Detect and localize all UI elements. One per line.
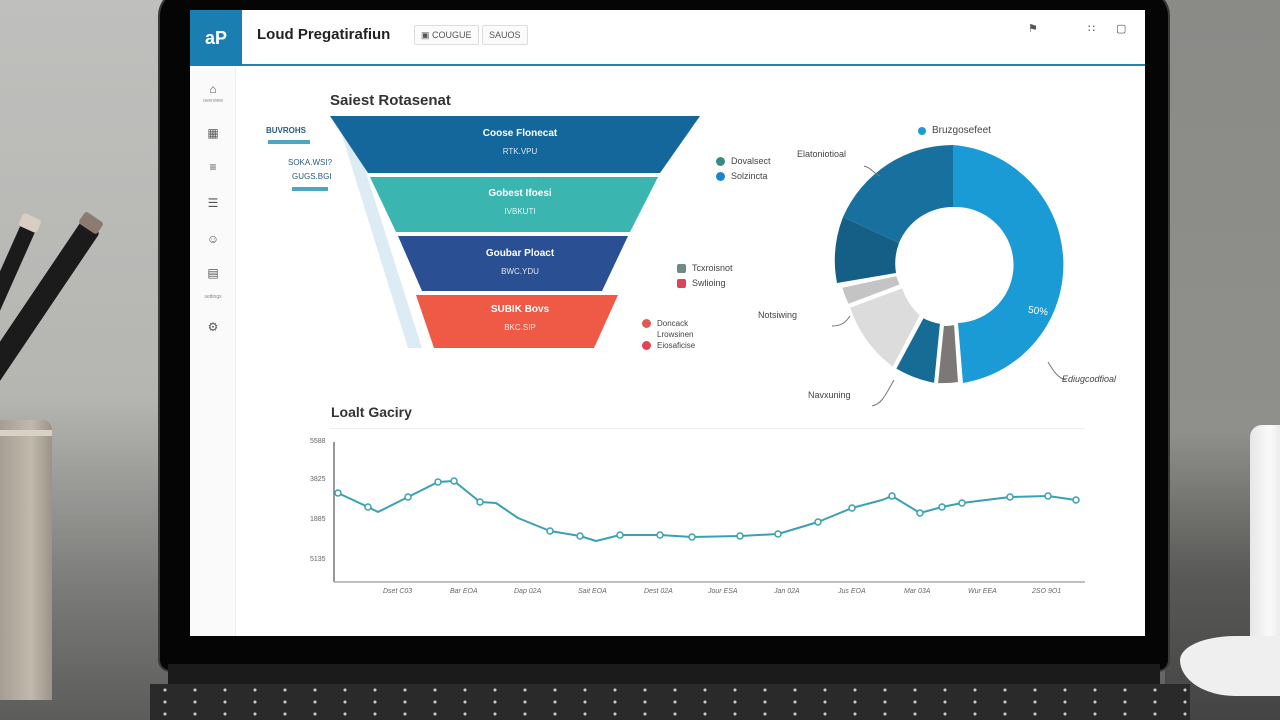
legend-label: Lrowsinen — [657, 330, 694, 339]
y-axis-tick: 5588 — [310, 438, 326, 445]
x-axis-tick: 2SO 9O1 — [1032, 588, 1062, 595]
x-axis-tick: Dest 02A — [644, 588, 673, 595]
filter-icon[interactable]: ≡ — [209, 160, 217, 174]
y-axis-tick: 3825 — [310, 476, 326, 483]
funnel-layer-value: IVBKUTI — [504, 207, 536, 216]
funnel-side-bar — [268, 140, 310, 144]
funnel-shapes — [330, 116, 700, 348]
legend-label: Tcxroisnot — [692, 263, 733, 273]
x-axis-tick: Wur EEA — [968, 588, 997, 595]
donut-callout: Elatoniotioal — [797, 149, 847, 159]
funnel-layer-title: Gobest Ifoesi — [488, 188, 552, 199]
funnel-layer[interactable]: Coose Flonecat RTK.VPU — [430, 128, 610, 156]
legend-swatch — [677, 263, 686, 273]
donut-callout: Navxuning — [808, 390, 851, 400]
grid-icon[interactable]: ∷ — [1088, 23, 1095, 35]
legend-swatch — [716, 171, 725, 181]
legend-label: Swlioing — [692, 278, 726, 288]
legend-swatch — [642, 341, 651, 350]
funnel-side-label: BUVROHS — [266, 126, 307, 135]
pen-holder-cup — [0, 420, 52, 700]
funnel-layer-title: SUBIK Bovs — [490, 304, 550, 315]
legend-swatch — [918, 126, 926, 135]
saucer — [1180, 636, 1280, 696]
legend-item: Eiosaficise — [642, 341, 695, 350]
app-logo[interactable]: aP — [190, 10, 242, 66]
funnel-side-label: SOKA.WSI? — [288, 158, 333, 167]
x-axis-tick: Dap 02A — [514, 588, 542, 595]
donut-callout: Ediugcodfioal — [1062, 374, 1117, 384]
notifications-icon[interactable]: ⚑ — [1028, 23, 1038, 35]
table-icon[interactable]: ▤ — [207, 266, 219, 280]
legend-item: Dovalsect — [716, 156, 771, 166]
funnel-title: Saiest Rotasenat — [330, 92, 451, 109]
app-header: aP Loud Pregatirafiun ▣ COUGUE SAUOS ⚑ ∷… — [190, 10, 1145, 66]
x-axis-tick: Jus EOA — [838, 588, 866, 595]
funnel-layer-value: RTK.VPU — [502, 147, 538, 156]
funnel-layer[interactable]: Gobest Ifoesi IVBKUTI — [430, 188, 610, 216]
cup-rim — [0, 430, 52, 436]
funnel-layer[interactable]: SUBIK Bovs BKC.SIP — [430, 304, 610, 332]
square-icon[interactable]: ▢ — [1116, 23, 1127, 35]
legend-label: Dovalsect — [731, 156, 771, 166]
funnel-layer-title: Coose Flonecat — [482, 128, 558, 139]
settings-icon[interactable]: ⚙ — [207, 320, 219, 334]
legend-item: Doncack — [642, 319, 688, 328]
sidebar-item-label: settings — [204, 294, 222, 300]
legend-item: Tcxroisnot — [677, 263, 733, 273]
legend-swatch — [716, 156, 725, 166]
laptop-hinge — [168, 664, 1160, 684]
legend-label: Doncack — [657, 319, 689, 328]
legend-label: Eiosaficise — [657, 341, 696, 350]
legend-item: Lrowsinen — [657, 330, 693, 339]
course-button[interactable]: ▣ COUGUE — [414, 25, 479, 45]
chart-icon[interactable]: ▦ — [207, 126, 219, 140]
x-axis-tick: Sait EOA — [578, 588, 607, 595]
y-axis-tick: 1885 — [310, 516, 326, 523]
sidebar-item-label: overview — [203, 98, 223, 104]
funnel-layer-value: BWC.YDU — [501, 267, 539, 276]
donut-callout: Notsiwing — [758, 310, 798, 320]
funnel-side-label: GUGS.BGI — [292, 172, 332, 181]
y-axis-tick: 5135 — [310, 556, 326, 563]
x-axis-tick: Mar 03A — [904, 588, 931, 595]
legend-swatch — [677, 278, 686, 288]
line-chart[interactable] — [320, 430, 1090, 600]
x-axis-tick: Jour ESA — [708, 588, 738, 595]
funnel-layer-title: Goubar Ploact — [485, 248, 555, 259]
x-axis-tick: Jan 02A — [774, 588, 800, 595]
app-title: Loud Pregatirafiun — [257, 26, 391, 43]
divider — [330, 428, 1085, 429]
laptop-keyboard — [150, 684, 1190, 720]
funnel-layer-value: BKC.SIP — [504, 323, 536, 332]
x-axis-tick: Bar EOA — [450, 588, 478, 595]
home-icon[interactable]: ⌂ — [209, 82, 217, 96]
legend-item: Swlioing — [677, 278, 726, 288]
funnel-side-bar — [292, 187, 328, 191]
legend-item: Solzincta — [716, 171, 768, 181]
line-chart-title: Loalt Gaciry — [331, 404, 412, 420]
legend-label: Solzincta — [731, 171, 768, 181]
status-button[interactable]: SAUOS — [482, 25, 528, 45]
users-icon[interactable]: ☺ — [206, 232, 220, 246]
sidebar: ⌂ overview ▦ ≡ ☰ ☺ ▤ settings ⚙ — [190, 68, 236, 636]
legend-swatch — [642, 319, 651, 328]
donut-legend: Bruzgosefeet — [918, 125, 991, 136]
doc-icon[interactable]: ☰ — [207, 196, 219, 210]
legend-label: Bruzgosefeet — [932, 125, 991, 136]
funnel-layer[interactable]: Goubar Ploact BWC.YDU — [430, 248, 610, 276]
donut-chart[interactable] — [820, 140, 1120, 420]
logo-text: aP — [204, 27, 228, 48]
x-axis-tick: Dset C03 — [383, 588, 413, 595]
laptop-screen: aP Loud Pregatirafiun ▣ COUGUE SAUOS ⚑ ∷… — [190, 10, 1145, 636]
